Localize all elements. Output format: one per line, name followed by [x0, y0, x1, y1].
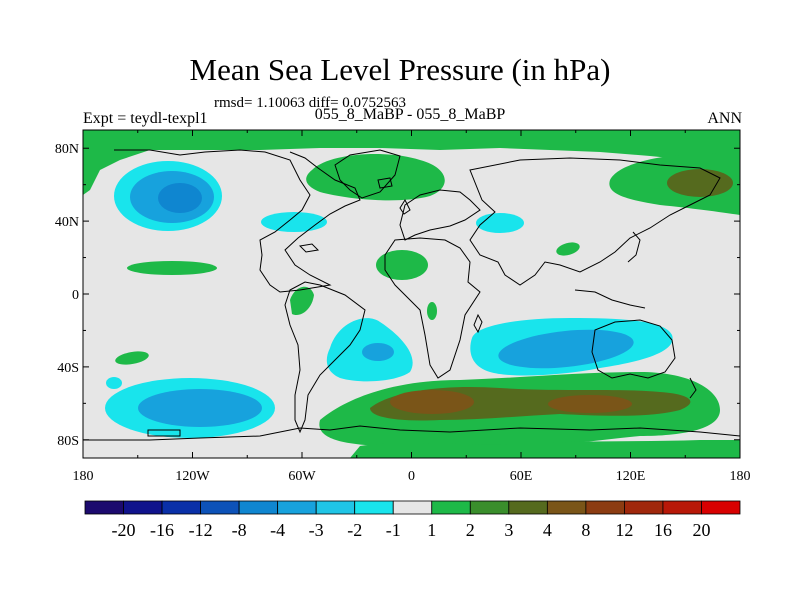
colorbar-label: 12 — [615, 520, 633, 540]
colorbar-swatch — [354, 500, 394, 515]
colorbar-swatch — [238, 500, 279, 515]
anomaly-field — [83, 130, 740, 458]
coast-south-america — [284, 281, 366, 434]
south-pacific-low-2 — [106, 377, 122, 389]
colorbar-swatch — [469, 500, 510, 515]
south-pacific-low-core — [138, 389, 262, 427]
south-indian-low-core — [498, 329, 634, 369]
colorbar-label: 20 — [692, 520, 710, 540]
coast-australia — [591, 319, 676, 379]
colorbar-label: -4 — [270, 520, 285, 540]
colorbar-label: 16 — [654, 520, 672, 540]
south-america-positive — [290, 286, 314, 316]
atlantic-low — [261, 212, 327, 232]
north-africa-positive — [376, 250, 428, 280]
y-tick-label: 40N — [55, 215, 79, 230]
colorbar-label: -1 — [386, 520, 401, 540]
colorbar-swatch — [585, 500, 625, 515]
y-tick-label: 0 — [72, 288, 79, 303]
colorbar-swatch — [701, 500, 741, 515]
season-label: ANN — [707, 110, 742, 127]
colorbar-swatch — [508, 500, 548, 515]
colorbar-label: -3 — [309, 520, 324, 540]
colorbar-label: -12 — [189, 520, 213, 540]
coast-iceland — [377, 177, 393, 189]
x-tick-label: 0 — [408, 469, 415, 484]
axes: 180 120W 60W 0 60E 120E 180 80N 40N 0 40S 80S — [55, 130, 751, 484]
north-pacific-positive — [127, 261, 217, 275]
x-tick-label: 120W — [175, 469, 210, 484]
coast-asia — [469, 157, 721, 286]
colorbar-swatch — [277, 500, 317, 515]
colorbar-label: 4 — [543, 520, 552, 540]
south-atlantic-low-core — [362, 343, 394, 361]
colorbar-label: 2 — [466, 520, 475, 540]
colorbar-swatch — [392, 500, 433, 515]
coast-japan — [627, 231, 641, 263]
coast-antarctica — [83, 425, 740, 441]
coast-antarctic-peninsula — [147, 429, 181, 437]
colorbar-swatch — [200, 500, 240, 515]
y-tick-label: 80S — [57, 434, 79, 449]
colorbar-swatch — [662, 500, 702, 515]
colorbar-label: -20 — [112, 520, 136, 540]
antarctic-positive — [350, 440, 740, 458]
x-tick-label: 180 — [73, 469, 94, 484]
colorbar: -20 -16 -12 -8 -4 -3 -2 -1 1 2 3 4 8 12 16 20 — [84, 500, 741, 540]
coast-europe — [399, 189, 481, 241]
south-pacific-positive — [115, 351, 149, 365]
asia-low — [476, 213, 524, 233]
colorbar-label: -2 — [347, 520, 362, 540]
west-africa-positive — [427, 302, 437, 320]
coast-north-america — [114, 149, 361, 293]
southern-ocean-core-1 — [390, 390, 474, 414]
experiment-label: Expt = teydl-texpl1 — [83, 110, 208, 127]
stats-line: rmsd= 1.10063 diff= 0.0752563 — [214, 95, 407, 111]
coastlines — [83, 149, 740, 441]
colorbar-swatch — [431, 500, 471, 515]
colorbar-label: 8 — [581, 520, 590, 540]
coast-africa — [384, 237, 481, 379]
colorbar-swatch — [624, 500, 664, 515]
colorbar-label: 1 — [427, 520, 436, 540]
tibet-positive — [556, 242, 580, 256]
coast-madagascar — [473, 313, 483, 334]
x-tick-label: 60W — [288, 469, 316, 484]
colorbar-label: -8 — [232, 520, 247, 540]
coast-caribbean — [298, 243, 320, 253]
x-tick-label: 60E — [510, 469, 533, 484]
north-pacific-low-core — [158, 183, 202, 213]
colorbar-swatch — [123, 500, 163, 515]
chart-title: Mean Sea Level Pressure (in hPa) — [189, 52, 611, 87]
southern-ocean-core-2 — [548, 395, 632, 413]
comparison-label: 055_8_MaBP - 055_8_MaBP — [314, 106, 506, 123]
colorbar-swatch — [161, 500, 201, 515]
x-tick-label: 180 — [730, 469, 751, 484]
coast-uk — [399, 198, 411, 215]
colorbar-label: -16 — [150, 520, 174, 540]
europe-positive — [306, 154, 445, 201]
coast-indonesia — [574, 289, 646, 309]
colorbar-swatch — [84, 500, 124, 515]
y-tick-label: 40S — [57, 361, 79, 376]
coast-greenland — [334, 149, 401, 199]
colorbar-swatch — [315, 500, 356, 515]
colorbar-swatch — [546, 500, 587, 515]
x-tick-label: 120E — [616, 469, 646, 484]
arctic-positive-band — [83, 130, 740, 195]
colorbar-label: 3 — [504, 520, 513, 540]
coast-new-zealand — [689, 377, 697, 399]
y-tick-label: 80N — [55, 142, 79, 157]
siberia-positive-core — [667, 169, 733, 197]
